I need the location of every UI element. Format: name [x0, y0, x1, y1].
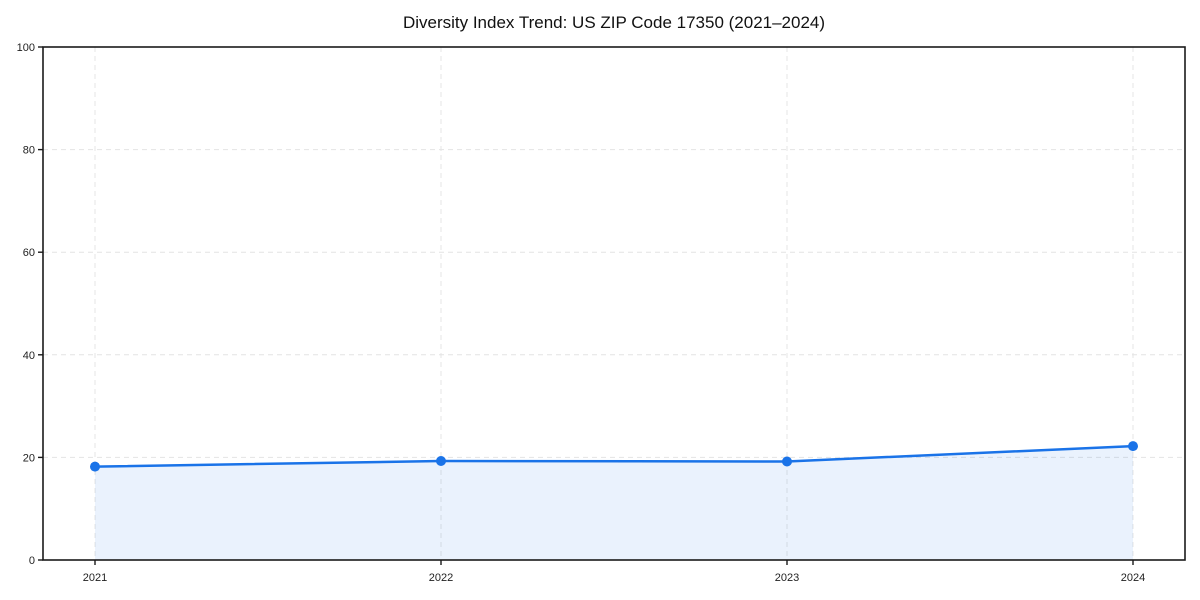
plot-border	[42, 46, 1186, 561]
y-tick-label: 20	[23, 452, 35, 464]
chart-title: Diversity Index Trend: US ZIP Code 17350…	[403, 13, 825, 32]
y-tick-label: 40	[23, 350, 35, 362]
x-tick-label: 2021	[83, 572, 107, 584]
y-tick-label: 0	[29, 555, 35, 567]
data-point-marker	[436, 455, 446, 466]
axis-ticks-and-labels: 0 20 40 60 80 100 2021 2022 2023 2024	[17, 42, 1146, 584]
area-fill	[95, 446, 1133, 560]
x-tick-label: 2022	[429, 572, 453, 584]
x-tick-label: 2023	[775, 572, 799, 584]
data-point-marker	[782, 456, 792, 467]
gridlines	[43, 47, 1185, 560]
data-point-marker	[90, 461, 100, 472]
y-tick-label: 100	[17, 42, 35, 54]
data-points	[90, 441, 1138, 472]
data-point-marker	[1128, 441, 1138, 452]
series-area-fill	[95, 446, 1133, 560]
y-tick-label: 60	[23, 247, 35, 259]
y-tick-label: 80	[23, 145, 35, 157]
axes-spine-border	[42, 46, 1186, 561]
trend-line	[93, 444, 1135, 468]
series-line	[93, 444, 1135, 468]
x-tick-label: 2024	[1121, 572, 1145, 584]
